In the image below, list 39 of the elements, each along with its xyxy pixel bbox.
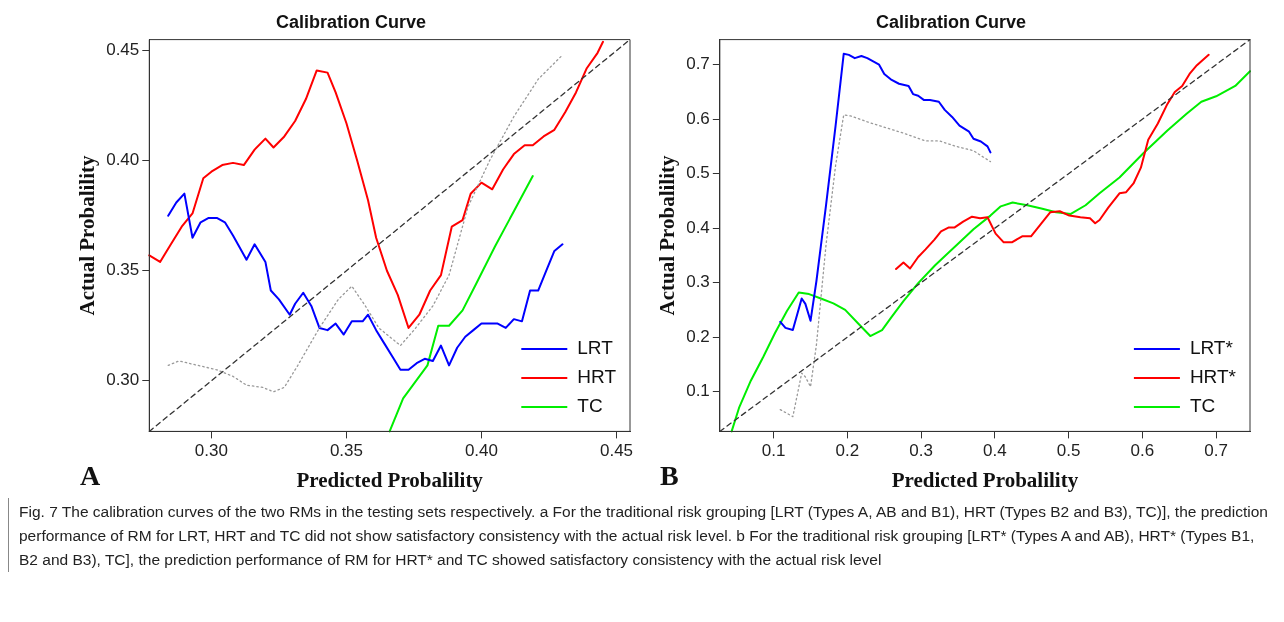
y-tick-label: 0.4	[686, 217, 710, 237]
x-tick-label: 0.6	[1130, 441, 1155, 461]
line-series	[779, 114, 992, 418]
x-tick-label: 0.2	[835, 441, 860, 461]
legend-label: LRT	[577, 337, 614, 359]
chart-title: Calibration Curve	[275, 11, 427, 32]
x-axis-title: Predicted Probalility	[891, 467, 1079, 492]
y-tick-label: 0.3	[686, 272, 710, 292]
text: A	[80, 460, 101, 492]
text: B	[660, 460, 679, 492]
legend-label: HRT*	[1189, 366, 1237, 388]
x-tick-label: 0.4	[983, 441, 1007, 461]
x-axis-title: Predicted Probalility	[296, 467, 484, 492]
y-tick-label: 0.35	[106, 260, 140, 280]
line-series	[167, 54, 564, 393]
x-tick-label: 0.5	[1056, 441, 1081, 461]
legend-label: TC	[577, 395, 603, 417]
y-tick-label: 0.5	[686, 163, 710, 183]
x-tick-label: 0.3	[909, 441, 933, 461]
legend-label: TC	[1189, 395, 1216, 417]
y-tick-label: 0.7	[686, 54, 710, 74]
x-tick-label: 0.30	[194, 441, 228, 461]
y-tick-label: 0.6	[686, 108, 710, 128]
legend-label: LRT*	[1189, 337, 1234, 359]
x-tick-label: 0.40	[464, 441, 499, 461]
y-tick-label: 0.1	[686, 381, 710, 401]
y-tick-label: 0.30	[106, 370, 140, 390]
x-tick-label: 0.1	[761, 441, 786, 461]
x-tick-label: 0.7	[1204, 441, 1228, 461]
chart-title: Calibration Curve	[875, 11, 1027, 32]
y-tick-label: 0.2	[686, 326, 710, 346]
y-axis-title: Actual Probalility	[655, 154, 680, 316]
y-tick-label: 0.40	[106, 150, 140, 170]
caption: Fig. 7 The calibration curves of the two RMs in the testing sets respectively. a For the traditional risk grouping [LRT (Types A, AB and B1), HRT (Types B2 and B3), TC)], the prediction performance of RM for LRT, HRT and TC did not show satisfactory consistency with the actual risk level. b For the traditional risk grouping [LRT* (Types A and AB), HRT* (Types B1, B2 and B3), TC], the prediction performance of RM for HRT* and TC showed satisfactory consistency with the actual risk level	[19, 502, 1268, 570]
x-tick-label: 0.45	[599, 441, 634, 461]
legend-label: HRT	[577, 366, 617, 388]
y-tick-label: 0.45	[106, 40, 140, 60]
x-tick-label: 0.35	[329, 441, 363, 461]
y-axis-title: Actual Probalility	[75, 154, 100, 316]
